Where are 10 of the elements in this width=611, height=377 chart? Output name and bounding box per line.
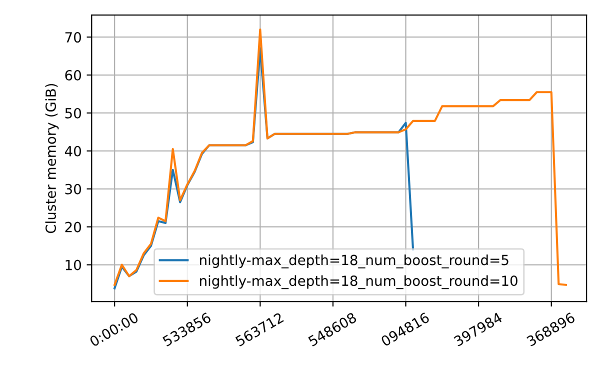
legend-label: nightly-max_depth=18_num_boost_round=10: [200, 275, 518, 290]
y-tick-label: 30: [65, 184, 82, 194]
y-tick-label: 70: [65, 32, 82, 43]
y-tick-label: 40: [64, 146, 82, 156]
legend-label: nightly-max_depth=18_num_boost_round=5: [200, 254, 508, 268]
y-axis-title: Cluster memory (GiB): [45, 84, 59, 234]
y-tick-label: 10: [66, 260, 82, 270]
y-tick-label: 60: [65, 70, 82, 81]
y-tick-label: 20: [65, 222, 82, 232]
y-tick-label: 50: [65, 108, 82, 118]
